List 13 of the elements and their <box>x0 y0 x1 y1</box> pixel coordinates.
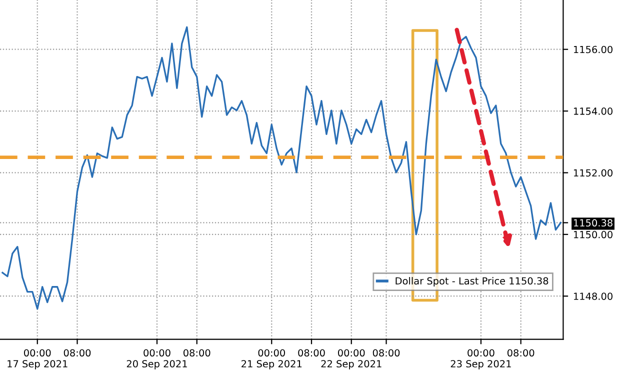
y-tick-label: 1150.38 <box>574 219 612 227</box>
x-tick-label: 08:00 <box>298 349 325 357</box>
x-tick-label: 08:00 <box>184 349 210 357</box>
x-tick-label: 08:00 <box>507 349 534 357</box>
x-tick-label: 08:00 <box>372 349 400 357</box>
y-tick-label: 1148.00 <box>574 292 612 300</box>
y-tick-label: 1156.00 <box>574 46 612 54</box>
x-tick-label: 08:00 <box>64 349 91 357</box>
y-tick-label: 1154.00 <box>574 108 612 115</box>
legend-label: Dollar Spot - Last Price 1150.38 <box>396 277 548 286</box>
y-tick-label: 1150.00 <box>574 230 612 238</box>
y-tick-label: 1152.00 <box>574 169 612 177</box>
line-series <box>2 26 562 310</box>
